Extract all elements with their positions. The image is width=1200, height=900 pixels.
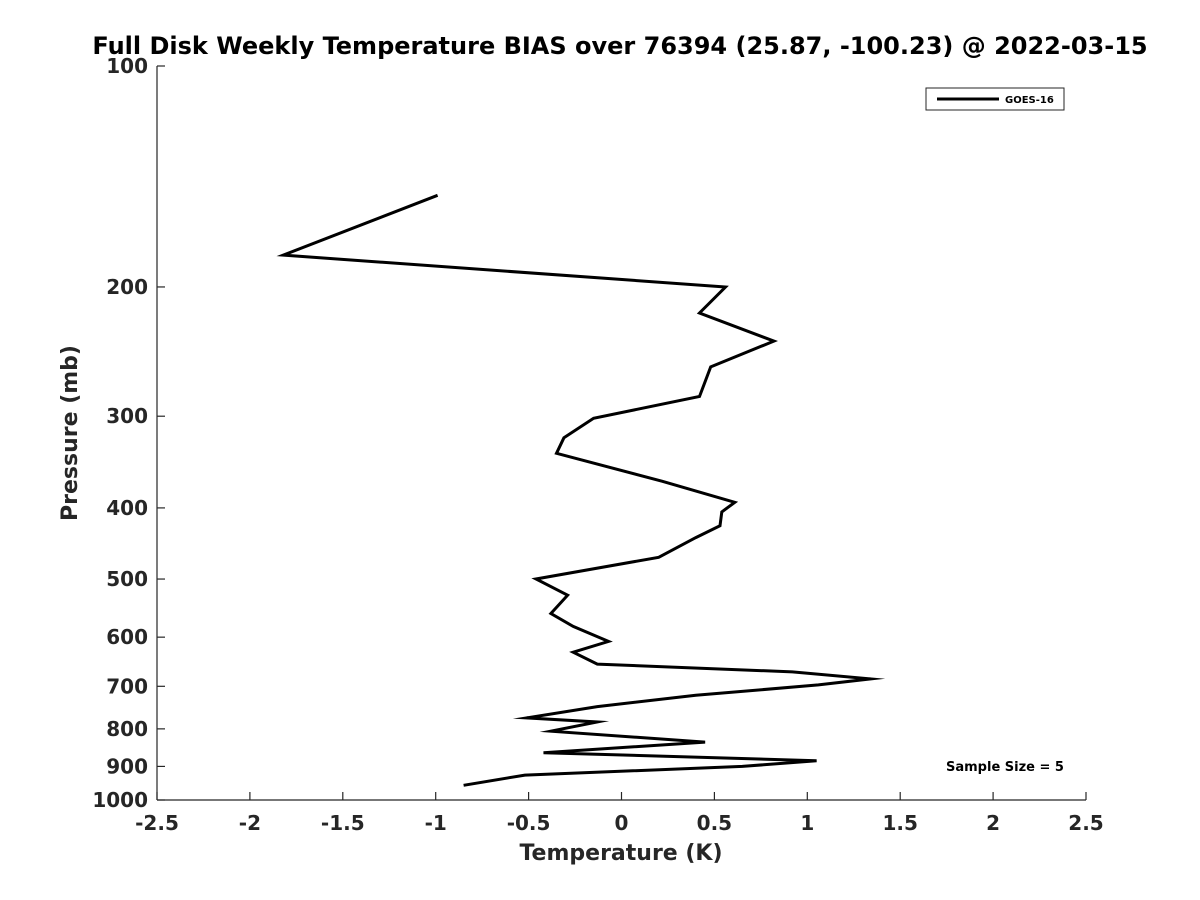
y-axis-label: Pressure (mb) [58,345,83,521]
x-tick-label: 1.5 [882,811,917,835]
x-tick-label: -1 [425,811,447,835]
y-tick-label: 900 [106,754,148,778]
y-tick-label: 300 [106,404,148,428]
legend: GOES-16 [925,87,1065,111]
x-ticks: -2.5 -2 -1.5 -1 -0.5 0 0.5 1 1.5 2 2.5 [135,792,1104,835]
legend-label-goes-16: GOES-16 [1005,95,1054,106]
x-tick-label: 0 [615,811,629,835]
chart-title: Full Disk Weekly Temperature BIAS over 7… [92,32,1147,60]
sample-size-annotation: Sample Size = 5 [946,760,1064,775]
y-tick-label: 100 [106,54,148,78]
series-line-goes-16 [276,193,886,787]
y-tick-label: 1000 [92,788,148,812]
y-tick-label: 500 [106,567,148,591]
x-tick-label: -1.5 [321,811,365,835]
x-tick-label: 2 [986,811,1000,835]
y-ticks: 100 200 300 400 500 600 700 800 900 1000 [92,54,165,812]
y-tick-label: 800 [106,717,148,741]
x-tick-label: 0.5 [697,811,732,835]
plot-area: -2.5 -2 -1.5 -1 -0.5 0 0.5 1 1.5 2 2.5 100 200 300 40… [92,54,1103,835]
x-tick-label: 1 [800,811,814,835]
y-tick-label: 400 [106,496,148,520]
x-tick-label: -2 [239,811,261,835]
series-layer [276,193,886,787]
y-tick-label: 700 [106,674,148,698]
x-tick-label: -0.5 [507,811,551,835]
x-tick-label: -2.5 [135,811,179,835]
x-tick-label: 2.5 [1068,811,1103,835]
y-tick-label: 200 [106,275,148,299]
x-axis-label: Temperature (K) [519,841,722,866]
y-tick-label: 600 [106,625,148,649]
